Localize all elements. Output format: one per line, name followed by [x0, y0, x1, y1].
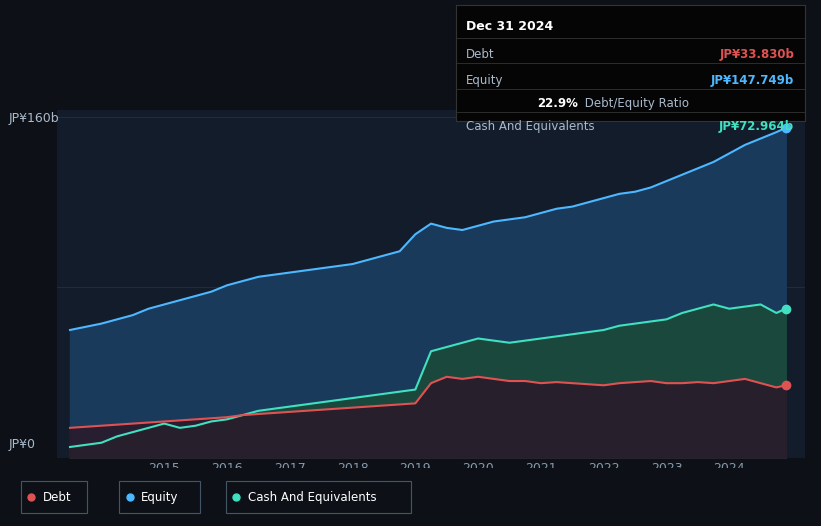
- Text: Debt: Debt: [466, 48, 495, 61]
- Text: Dec 31 2024: Dec 31 2024: [466, 21, 553, 33]
- Text: Cash And Equivalents: Cash And Equivalents: [466, 120, 594, 133]
- Text: JP¥147.749b: JP¥147.749b: [711, 74, 794, 87]
- Text: JP¥72.964b: JP¥72.964b: [719, 120, 794, 133]
- Text: Equity: Equity: [466, 74, 503, 87]
- Text: Cash And Equivalents: Cash And Equivalents: [248, 491, 377, 503]
- Text: JP¥160b: JP¥160b: [9, 112, 60, 125]
- Text: JP¥33.830b: JP¥33.830b: [719, 48, 794, 61]
- Text: Equity: Equity: [141, 491, 179, 503]
- Text: JP¥0: JP¥0: [9, 438, 36, 451]
- Text: 22.9%: 22.9%: [537, 97, 578, 110]
- Text: Debt/Equity Ratio: Debt/Equity Ratio: [581, 97, 690, 110]
- Text: Debt: Debt: [43, 491, 71, 503]
